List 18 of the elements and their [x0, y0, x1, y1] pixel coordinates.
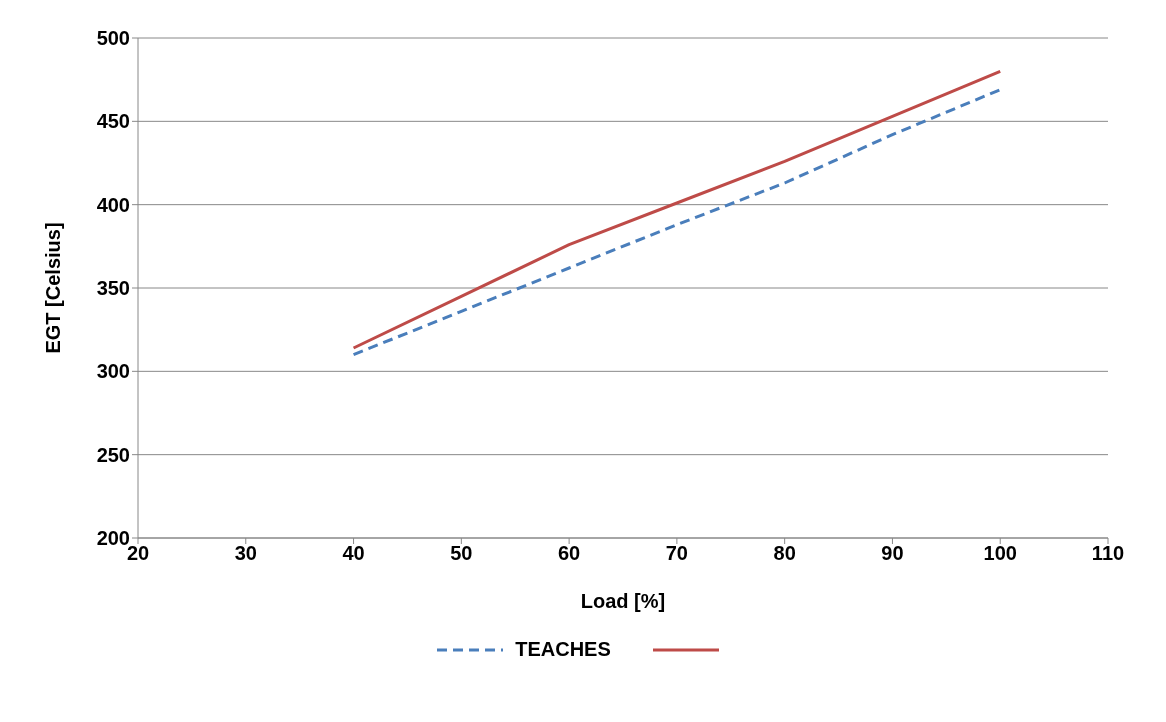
- x-tick-label: 30: [234, 542, 257, 565]
- y-tick-label: 450: [96, 110, 130, 133]
- x-tick-label: 70: [665, 542, 689, 565]
- legend-label: TEACHES: [515, 638, 611, 661]
- y-tick-label: 400: [96, 193, 130, 216]
- x-tick-label: 110: [1091, 542, 1125, 565]
- y-tick-label: 350: [96, 277, 130, 300]
- x-tick-label: 50: [450, 542, 473, 565]
- x-tick-label: 60: [557, 542, 581, 565]
- x-tick-label: 100: [983, 542, 1017, 565]
- x-tick-label: 90: [881, 542, 904, 565]
- y-tick-label: 250: [96, 443, 130, 466]
- y-tick-label: 500: [96, 27, 130, 50]
- y-axis-title: EGT [Celsius]: [42, 222, 65, 354]
- x-axis-title: Load [%]: [580, 590, 666, 612]
- x-tick-label: 80: [773, 542, 796, 565]
- x-tick-label: 40: [342, 542, 365, 565]
- y-tick-label: 300: [96, 360, 130, 383]
